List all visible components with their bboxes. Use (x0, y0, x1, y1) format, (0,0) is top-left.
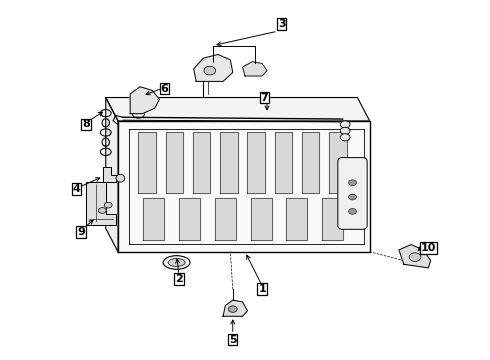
Polygon shape (399, 244, 431, 268)
Polygon shape (179, 198, 200, 240)
Polygon shape (138, 132, 156, 193)
Ellipse shape (168, 258, 185, 266)
Polygon shape (302, 132, 319, 193)
Text: 1: 1 (258, 284, 266, 294)
Polygon shape (287, 198, 307, 240)
Ellipse shape (116, 174, 125, 182)
Polygon shape (243, 62, 267, 76)
Polygon shape (220, 132, 238, 193)
FancyBboxPatch shape (338, 158, 367, 229)
Circle shape (98, 208, 106, 213)
Circle shape (348, 194, 356, 200)
Polygon shape (103, 167, 116, 182)
Circle shape (348, 180, 356, 185)
Circle shape (104, 202, 112, 208)
Text: 8: 8 (82, 120, 90, 129)
Polygon shape (106, 98, 369, 121)
Polygon shape (215, 198, 236, 240)
Polygon shape (193, 132, 210, 193)
Polygon shape (322, 198, 343, 240)
Text: 10: 10 (420, 243, 436, 253)
Polygon shape (106, 98, 118, 252)
Polygon shape (274, 132, 292, 193)
Circle shape (340, 134, 350, 141)
Text: 2: 2 (175, 274, 183, 284)
Polygon shape (329, 132, 346, 193)
Circle shape (340, 127, 350, 134)
Text: 6: 6 (160, 84, 169, 94)
Polygon shape (251, 198, 271, 240)
Text: 4: 4 (73, 184, 80, 194)
Polygon shape (194, 54, 233, 81)
Text: 7: 7 (261, 93, 269, 103)
Circle shape (340, 121, 350, 128)
Circle shape (228, 306, 237, 312)
Polygon shape (144, 198, 165, 240)
Polygon shape (118, 121, 369, 252)
Text: 5: 5 (229, 334, 237, 345)
Polygon shape (166, 132, 183, 193)
Circle shape (348, 208, 356, 214)
Text: 3: 3 (278, 19, 286, 29)
Polygon shape (223, 300, 247, 316)
Text: 9: 9 (77, 227, 85, 237)
Circle shape (409, 253, 421, 261)
Polygon shape (86, 182, 116, 225)
Ellipse shape (163, 256, 190, 269)
Polygon shape (130, 87, 159, 114)
Polygon shape (247, 132, 265, 193)
Circle shape (204, 66, 216, 75)
